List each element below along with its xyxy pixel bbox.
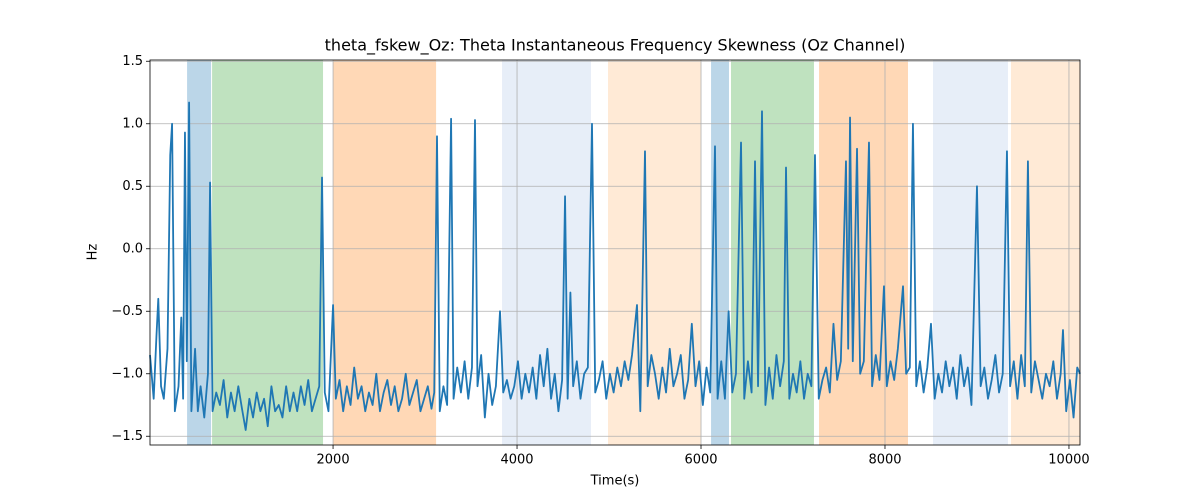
shaded-region (819, 60, 908, 445)
y-tick-label: 1.5 (122, 54, 143, 69)
y-tick-label: −1.5 (111, 429, 143, 444)
x-tick-label: 10000 (1048, 453, 1089, 468)
x-tick-label: 6000 (684, 453, 717, 468)
y-axis-label: Hz (86, 244, 101, 261)
shaded-region (502, 60, 591, 445)
data-line (149, 101, 1081, 431)
y-tick-label: −0.5 (111, 304, 143, 319)
shaded-region (212, 60, 324, 445)
y-tick-label: 0.0 (122, 241, 143, 256)
x-tick-label: 8000 (868, 453, 901, 468)
y-tick-label: 1.0 (122, 116, 143, 131)
x-tick-label: 4000 (500, 453, 533, 468)
y-tick-label: −1.0 (111, 366, 143, 381)
chart-title: theta_fskew_Oz: Theta Instantaneous Freq… (325, 36, 906, 56)
shaded-region (333, 60, 437, 445)
plot-frame (149, 59, 1081, 446)
plot (149, 101, 1081, 431)
shaded-region (608, 60, 702, 445)
y-tick-label: 0.5 (122, 179, 143, 194)
shaded-region (933, 60, 1008, 445)
x-axis-label: Time(s) (590, 474, 640, 489)
x-tick-label: 2000 (317, 453, 350, 468)
